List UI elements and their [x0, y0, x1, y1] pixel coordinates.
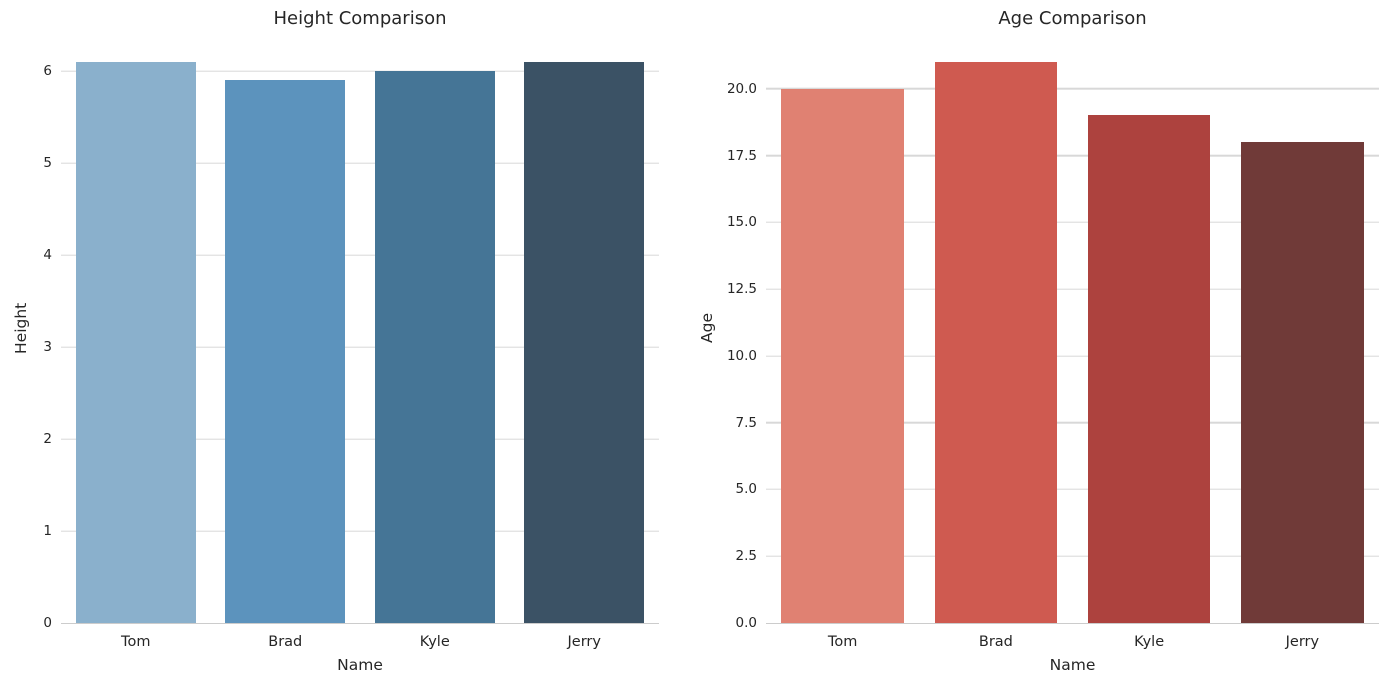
y-tick-label: 5 [43, 155, 52, 172]
plot-area: 0.0 2.5 5.0 7.5 10.0 12.5 15.0 17.5 20.0 Tom Brad K… [727, 34, 1379, 650]
bar-jerry [524, 62, 645, 623]
x-tick-label: Jerry [567, 634, 601, 650]
gridline [766, 288, 1379, 290]
gridline [766, 555, 1379, 557]
x-tick-label: Brad [978, 634, 1013, 650]
gridline [61, 438, 659, 440]
gridline [61, 346, 659, 348]
y-tick-label: 3 [43, 339, 52, 356]
y-tick-label: 4 [43, 247, 52, 264]
chart-title: Age Comparison [998, 8, 1147, 29]
x-tick-label: Tom [827, 634, 858, 650]
y-tick-label: 7.5 [735, 414, 757, 431]
gridline [766, 355, 1379, 357]
gridline [766, 154, 1379, 157]
bar-jerry [1241, 142, 1364, 623]
x-tick-label: Tom [121, 634, 151, 650]
y-tick-label: 2 [43, 431, 52, 448]
y-tick-label: 5.0 [735, 481, 757, 498]
x-tick-label: Brad [268, 634, 303, 650]
bar-brad [934, 62, 1058, 623]
gridline [61, 254, 659, 256]
bar-kyle [374, 71, 495, 623]
y-tick-label: 1 [43, 523, 52, 540]
gridline [61, 530, 659, 532]
y-tick-label: 6 [43, 63, 52, 80]
x-axis-label: Name [1049, 656, 1096, 674]
x-tick-label: Kyle [1134, 634, 1165, 650]
bar-tom [781, 88, 904, 623]
gridline [766, 421, 1379, 424]
y-tick-label: 0 [43, 615, 52, 631]
bar-kyle [1087, 115, 1211, 623]
bar-brad [225, 80, 346, 623]
y-tick-label: 12.5 [726, 281, 757, 298]
bar-tom [75, 62, 196, 623]
plot-area: 0 1 2 3 4 5 6 Tom Brad Kyle Jerry [43, 34, 659, 650]
gridline [766, 488, 1379, 491]
x-tick-label: Kyle [419, 634, 450, 650]
y-axis-label: Age [698, 313, 716, 344]
x-tick-label: Jerry [1285, 634, 1320, 650]
y-tick-label: 2.5 [735, 548, 757, 565]
x-axis-label: Name [337, 656, 383, 674]
gridline [766, 88, 1379, 90]
chart-title: Height Comparison [273, 8, 447, 29]
y-tick-label: 10.0 [726, 347, 757, 364]
gridline [766, 221, 1379, 224]
y-tick-label: 0.0 [735, 615, 757, 631]
gridline [61, 70, 659, 72]
gridline [61, 162, 659, 164]
y-tick-label: 15.0 [726, 214, 757, 231]
y-tick-label: 20.0 [726, 80, 757, 97]
y-axis-label: Height [12, 302, 30, 355]
y-tick-label: 17.5 [726, 147, 757, 164]
